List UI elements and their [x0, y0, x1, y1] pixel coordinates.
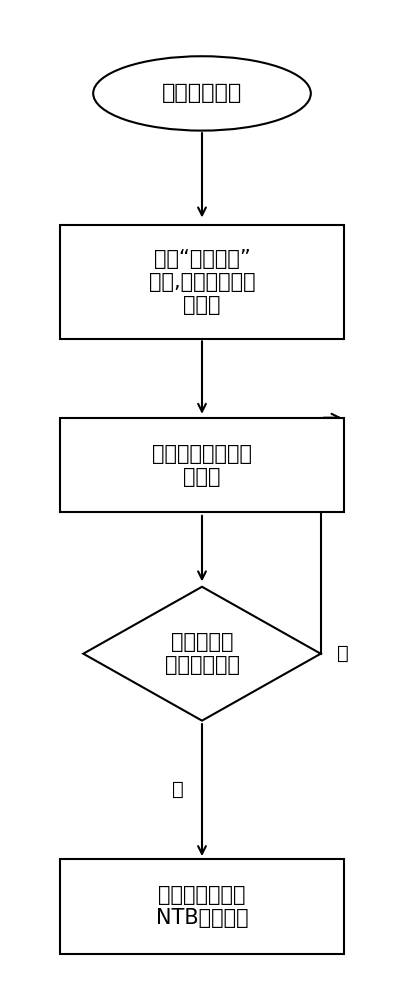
Ellipse shape — [93, 56, 311, 131]
Text: 关闭中断，存储
NTB采集序列: 关闭中断，存储 NTB采集序列 — [156, 885, 248, 928]
Text: 得到“采集数量”
字段,并使能本地过
零中断: 得到“采集数量” 字段,并使能本地过 零中断 — [149, 249, 255, 315]
Text: 定时器被触动: 定时器被触动 — [162, 83, 242, 103]
FancyBboxPatch shape — [59, 225, 345, 339]
FancyBboxPatch shape — [59, 418, 345, 512]
FancyBboxPatch shape — [59, 859, 345, 954]
Text: 否: 否 — [337, 644, 348, 663]
Polygon shape — [83, 587, 321, 721]
Text: 是: 是 — [173, 780, 184, 799]
Text: 中断服务函数中自
动采集: 中断服务函数中自 动采集 — [152, 444, 252, 487]
Text: 已采集过零
数量满足要求: 已采集过零 数量满足要求 — [164, 632, 240, 675]
